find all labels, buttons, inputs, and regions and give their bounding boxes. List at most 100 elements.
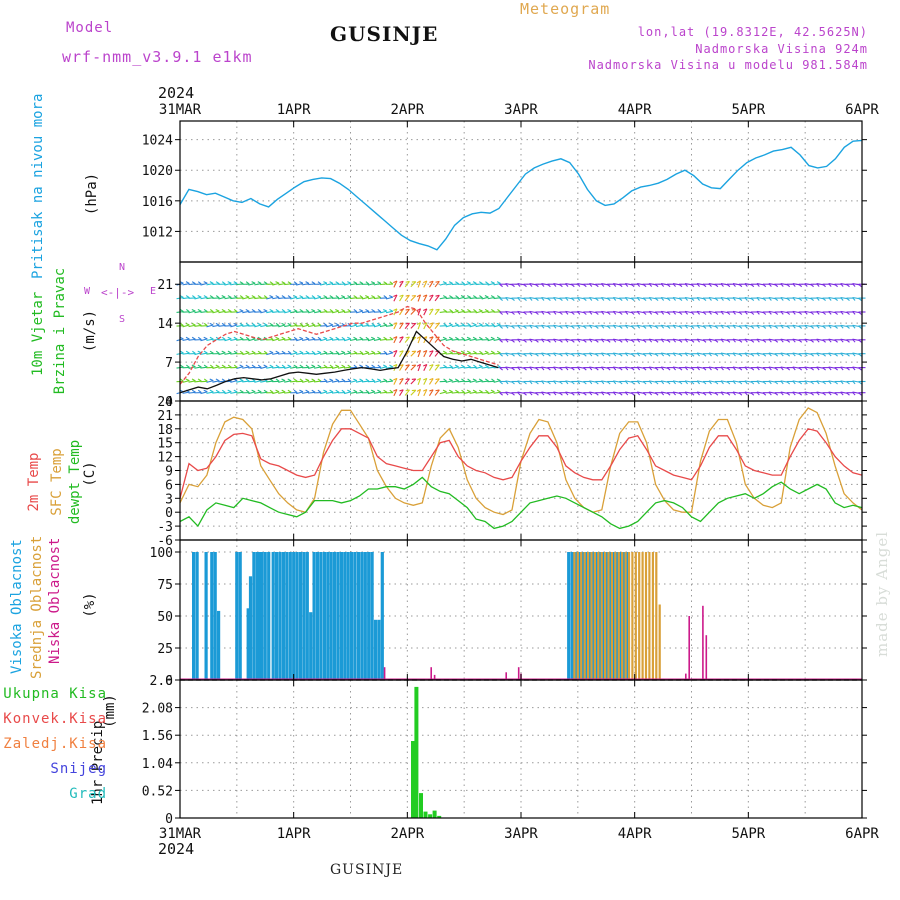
wind-arrow	[182, 281, 190, 286]
wind-arrow	[194, 389, 202, 394]
wind-arrow	[582, 283, 591, 288]
wind-arrow	[343, 336, 352, 342]
wind-arrow	[654, 353, 663, 357]
wind-arrow	[810, 353, 818, 357]
precip-bar	[437, 815, 442, 818]
wind-arrow	[242, 295, 250, 300]
wind-arrow	[780, 324, 788, 329]
cloud-bar	[626, 552, 630, 680]
wind-arrow	[565, 283, 573, 287]
wind-arrow	[762, 297, 770, 302]
wind-arrow	[553, 296, 561, 301]
wind-arrow	[828, 380, 836, 385]
wind-arrow	[720, 283, 728, 287]
wind-arrow	[588, 324, 597, 329]
cloud-bar	[430, 667, 432, 680]
wind-arrow	[565, 352, 573, 357]
wind-arrow	[284, 389, 292, 394]
wind-arrow	[714, 325, 722, 329]
wind-arrow	[780, 380, 788, 385]
wind-arrow	[212, 295, 220, 299]
wind-arrow	[349, 389, 358, 394]
y-tick-label: 1.56	[142, 729, 173, 744]
model-name: wrf-nmm_v3.9.1 e1km	[62, 48, 253, 66]
wind-arrow	[582, 353, 591, 357]
wind-arrow	[463, 364, 471, 369]
wind-arrow	[774, 283, 782, 288]
wind-arrow	[684, 380, 693, 385]
wind-arrow	[529, 352, 537, 357]
wind-arrow	[678, 367, 686, 371]
precip-bar	[414, 686, 419, 818]
wind-arrow	[846, 311, 854, 315]
wind-arrow	[236, 336, 244, 341]
wind-arrow	[326, 336, 334, 342]
wind-arrow	[541, 380, 549, 385]
wind-arrow	[559, 367, 567, 371]
wind-arrow	[434, 308, 440, 316]
wind-arrow	[762, 353, 770, 357]
cloud-bar	[373, 619, 378, 680]
wind-arrow	[529, 283, 537, 287]
wind-arrow	[194, 378, 202, 383]
wind-arrow	[672, 283, 681, 287]
wind-arrow	[559, 339, 567, 343]
wind-arrow	[565, 296, 573, 301]
wind-arrow	[428, 389, 434, 396]
wind-arrow	[385, 322, 394, 327]
wind-arrow	[272, 364, 280, 369]
wind-arrow	[726, 311, 734, 315]
wind-arrow	[618, 367, 627, 371]
wind-arrow	[816, 324, 824, 329]
wind-arrow	[624, 283, 633, 287]
wind-arrow	[493, 322, 501, 328]
wind-arrow	[529, 296, 537, 301]
wind-arrow	[696, 352, 705, 357]
wind-arrow	[499, 392, 507, 396]
wind-arrow	[439, 336, 447, 342]
cloud-bar	[267, 552, 271, 680]
wind-arrow	[576, 310, 585, 315]
cloud-bar	[621, 552, 624, 680]
wind-arrow	[780, 352, 788, 357]
wind-arrow	[636, 352, 645, 357]
wind-arrow	[660, 352, 669, 357]
wind-arrow	[200, 281, 208, 286]
wind-arrow	[410, 322, 417, 329]
wind-arrow	[630, 367, 639, 371]
wind-arrow	[254, 295, 262, 300]
wind-arrow	[242, 364, 250, 369]
wind-arrow	[840, 352, 848, 357]
wind-arrow	[445, 389, 453, 394]
wind-arrow	[266, 322, 274, 327]
wind-arrow	[559, 353, 567, 357]
wind-arrow	[302, 336, 310, 342]
wind-arrow	[642, 283, 651, 288]
y-tick-label: 7	[165, 356, 173, 371]
wind-arrow	[320, 378, 328, 383]
wind-arrow	[343, 378, 352, 383]
wind-arrow	[469, 389, 477, 394]
y-tick-label: 1012	[142, 225, 173, 240]
wind-arrow	[385, 281, 394, 285]
wind-arrow	[541, 310, 549, 315]
wind-arrow	[762, 367, 770, 371]
cloud-bar	[631, 552, 634, 680]
wind-arrow	[612, 296, 621, 301]
wind-arrow	[248, 308, 256, 313]
wind-arrow	[475, 364, 483, 370]
wind-arrow	[535, 283, 543, 288]
wind-arrow	[236, 281, 244, 286]
wind-arrow	[732, 296, 740, 301]
wind-arrow	[852, 338, 860, 343]
wind-arrow	[343, 389, 352, 395]
wind-arrow	[337, 281, 346, 285]
wind-arrow	[547, 392, 555, 396]
wind-arrow	[326, 364, 334, 369]
wind-arrow	[756, 283, 764, 287]
wind-arrow	[260, 295, 268, 299]
wind-arrow	[654, 325, 663, 329]
wind-arrow	[367, 281, 376, 286]
cloud-bar	[326, 552, 330, 680]
wind-arrow	[296, 364, 304, 369]
